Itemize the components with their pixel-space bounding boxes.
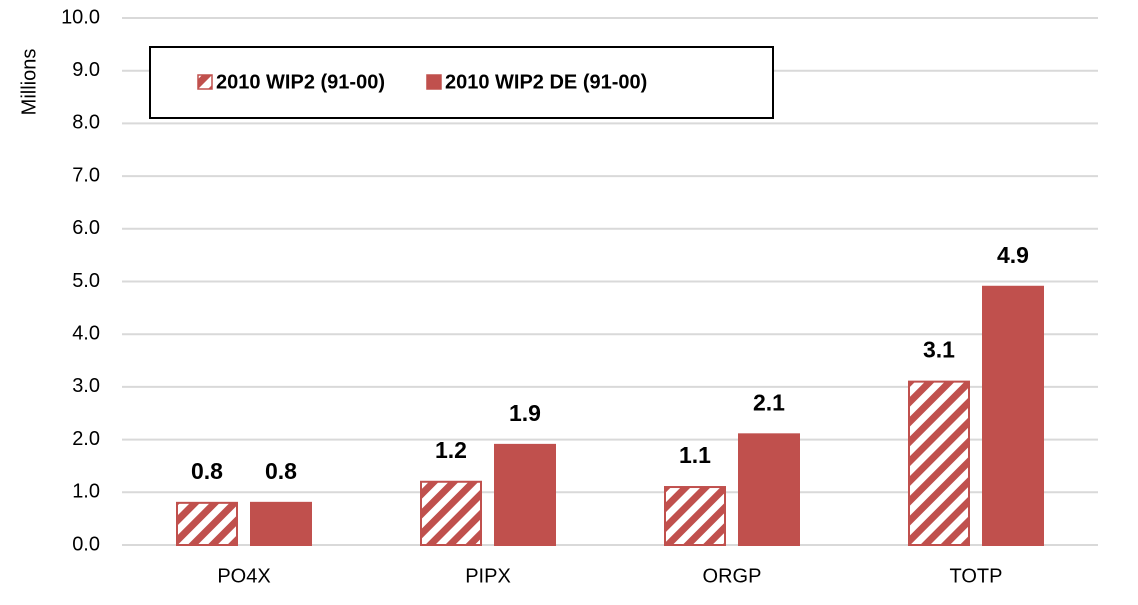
data-label: 2.1 [753, 389, 785, 415]
x-tick-label: PIPX [465, 565, 511, 587]
y-tick-label: 1.0 [72, 481, 100, 503]
y-tick-label: 2.0 [72, 428, 100, 450]
legend-box [149, 46, 774, 119]
bar [738, 433, 800, 546]
data-label: 1.9 [509, 400, 541, 426]
data-label: 1.2 [435, 437, 467, 463]
data-label: 4.9 [997, 242, 1029, 268]
bar [420, 480, 482, 547]
y-axis-label: Millions [18, 49, 40, 116]
x-tick-label: PO4X [217, 565, 270, 587]
bar [664, 486, 726, 546]
bar [176, 501, 238, 546]
data-label: 1.1 [679, 442, 711, 468]
legend-label: 2010 WIP2 (91-00) [216, 71, 385, 93]
y-tick-label: 5.0 [72, 270, 100, 292]
bar [908, 380, 970, 546]
y-tick-label: 8.0 [72, 112, 100, 134]
y-tick-label: 3.0 [72, 375, 100, 397]
bar [494, 443, 556, 546]
bar [250, 501, 312, 546]
data-label: 3.1 [923, 337, 955, 363]
legend-label: 2010 WIP2 DE (91-00) [445, 71, 647, 93]
y-tick-label: 4.0 [72, 322, 100, 344]
x-tick-label: TOTP [950, 565, 1003, 587]
data-label: 0.8 [191, 458, 223, 484]
y-tick-label: 10.0 [61, 6, 100, 28]
bar [982, 285, 1044, 546]
y-tick-label: 7.0 [72, 164, 100, 186]
x-tick-label: ORGP [703, 565, 762, 587]
y-tick-label: 6.0 [72, 217, 100, 239]
legend-swatch [197, 74, 213, 90]
y-tick-label: 0.0 [72, 533, 100, 555]
data-label: 0.8 [265, 458, 297, 484]
legend-swatch [426, 74, 442, 90]
y-tick-label: 9.0 [72, 59, 100, 81]
